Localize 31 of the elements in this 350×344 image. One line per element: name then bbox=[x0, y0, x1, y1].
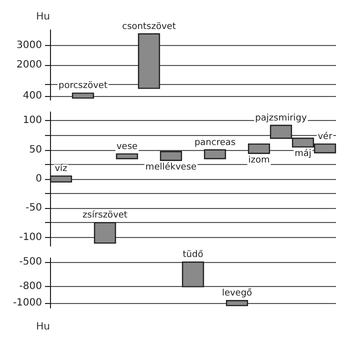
y-axis-title: Hu bbox=[36, 322, 50, 332]
bar bbox=[160, 151, 182, 161]
y-tick-label: 400 bbox=[22, 90, 42, 102]
y-tick-label: 50 bbox=[29, 144, 42, 156]
x-tick-label: csontszövet bbox=[122, 22, 176, 32]
category-label: izom bbox=[248, 155, 270, 166]
category-label: zsírszövet bbox=[82, 210, 128, 221]
bar bbox=[248, 143, 270, 154]
category-label: pajzsmirigy bbox=[255, 113, 307, 124]
x-tick-label: tüdő bbox=[182, 249, 204, 260]
y-axis-title: Hu bbox=[36, 12, 50, 22]
category-label: mellékvese bbox=[145, 162, 197, 172]
y-tick-label: 100 bbox=[22, 115, 42, 126]
y-tick-label: -800 bbox=[19, 281, 42, 292]
bar bbox=[116, 153, 138, 160]
category-label: pancreas bbox=[194, 138, 236, 148]
x-tick-label: porcszövet bbox=[58, 81, 108, 92]
y-tick-label: -500 bbox=[19, 256, 42, 268]
y-tick-label: 3000 bbox=[16, 40, 42, 52]
category-label: máj bbox=[294, 149, 312, 160]
y-tick-label: 0 bbox=[36, 174, 42, 184]
category-label: vér bbox=[318, 132, 332, 142]
bar bbox=[94, 222, 116, 244]
x-tick-label: levegő bbox=[222, 288, 253, 299]
category-label: víz bbox=[54, 164, 68, 174]
y-tick-label: -1000 bbox=[12, 298, 42, 309]
category-label: vese bbox=[116, 142, 138, 152]
y-tick-label: 2000 bbox=[16, 60, 42, 70]
y-tick-label: -100 bbox=[19, 232, 42, 243]
y-tick-label: -50 bbox=[26, 202, 42, 214]
bar bbox=[204, 149, 226, 160]
